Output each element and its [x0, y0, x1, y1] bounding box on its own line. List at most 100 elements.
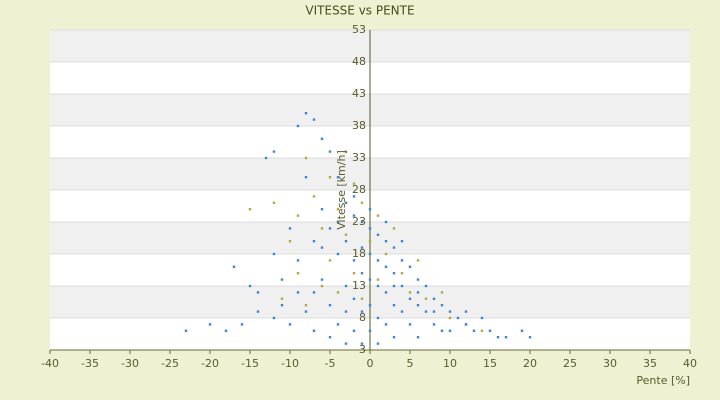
point [440, 329, 444, 332]
point [392, 304, 396, 307]
point [352, 329, 356, 332]
point [256, 310, 260, 313]
point [264, 156, 268, 160]
y-tick-label: 53 [352, 23, 366, 36]
point [424, 310, 428, 313]
point [400, 310, 404, 313]
point [328, 176, 332, 179]
y-tick-label: 8 [359, 311, 366, 324]
point [480, 329, 484, 332]
point [312, 240, 316, 243]
point [472, 329, 476, 332]
point [416, 336, 420, 339]
point [376, 214, 380, 217]
point [304, 310, 308, 313]
x-tick-label: -5 [325, 357, 336, 370]
point [368, 278, 372, 281]
x-tick-label: 10 [443, 357, 457, 370]
point [272, 201, 276, 204]
point [272, 252, 276, 256]
point [352, 297, 356, 300]
point [304, 304, 308, 307]
point [296, 124, 300, 128]
point [400, 259, 404, 262]
point [376, 342, 380, 345]
point [504, 336, 508, 339]
point [488, 329, 492, 332]
point [344, 342, 348, 345]
point [392, 246, 396, 249]
point [304, 156, 308, 160]
point [384, 252, 388, 256]
point [376, 233, 380, 236]
point [352, 182, 356, 185]
x-tick-label: 0 [367, 357, 374, 370]
x-tick-label: -20 [201, 357, 219, 370]
x-tick-label: -35 [81, 357, 99, 370]
point [248, 208, 252, 211]
point [360, 272, 364, 275]
point [360, 201, 364, 204]
point [240, 323, 244, 326]
point [320, 227, 324, 230]
point [400, 272, 404, 275]
point [408, 297, 412, 300]
point [440, 291, 444, 294]
x-tick-label: -25 [161, 357, 179, 370]
point [320, 278, 324, 281]
point [408, 291, 412, 294]
point [328, 336, 332, 339]
point [496, 336, 500, 339]
point [304, 112, 308, 115]
point [392, 272, 396, 275]
point [320, 208, 324, 211]
point [344, 233, 348, 236]
x-tick-label: -40 [41, 357, 59, 370]
point [384, 291, 388, 294]
point [384, 240, 388, 243]
point [424, 284, 428, 288]
point [296, 259, 300, 262]
point [344, 310, 348, 313]
point [392, 284, 396, 288]
point [368, 208, 372, 211]
point [280, 297, 284, 300]
point [448, 316, 452, 320]
point [288, 240, 292, 243]
x-tick-label: 30 [603, 357, 617, 370]
y-tick-label: 38 [352, 119, 366, 132]
point [368, 304, 372, 307]
y-tick-label: 13 [352, 279, 366, 292]
y-tick-label: 3 [359, 343, 366, 356]
point [416, 291, 420, 294]
point [352, 195, 356, 198]
point [400, 284, 404, 288]
point [408, 265, 412, 268]
point [280, 304, 284, 307]
point [320, 137, 324, 140]
point [320, 246, 324, 249]
point [376, 284, 380, 288]
point [344, 150, 348, 153]
point [432, 323, 436, 326]
y-tick-label: 33 [352, 151, 366, 164]
point [336, 208, 340, 211]
point [360, 220, 364, 224]
point [280, 278, 284, 281]
x-tick-label: 15 [483, 357, 497, 370]
point [520, 329, 524, 332]
point [392, 227, 396, 230]
point [296, 214, 300, 217]
point [312, 329, 316, 332]
x-tick-label: 5 [407, 357, 414, 370]
points [184, 112, 532, 345]
point [416, 278, 420, 281]
point [376, 259, 380, 262]
y-tick-label: 23 [352, 215, 366, 228]
x-tick-label: 40 [683, 357, 697, 370]
point [272, 316, 276, 320]
point [336, 323, 340, 326]
x-tick-label: 35 [643, 357, 657, 370]
y-tick-label: 43 [352, 87, 366, 100]
